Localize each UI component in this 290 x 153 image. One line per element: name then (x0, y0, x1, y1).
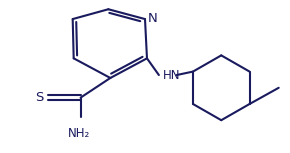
Text: NH₂: NH₂ (68, 127, 90, 140)
Text: HN: HN (163, 69, 180, 82)
Text: N: N (148, 12, 158, 25)
Text: S: S (36, 91, 44, 104)
